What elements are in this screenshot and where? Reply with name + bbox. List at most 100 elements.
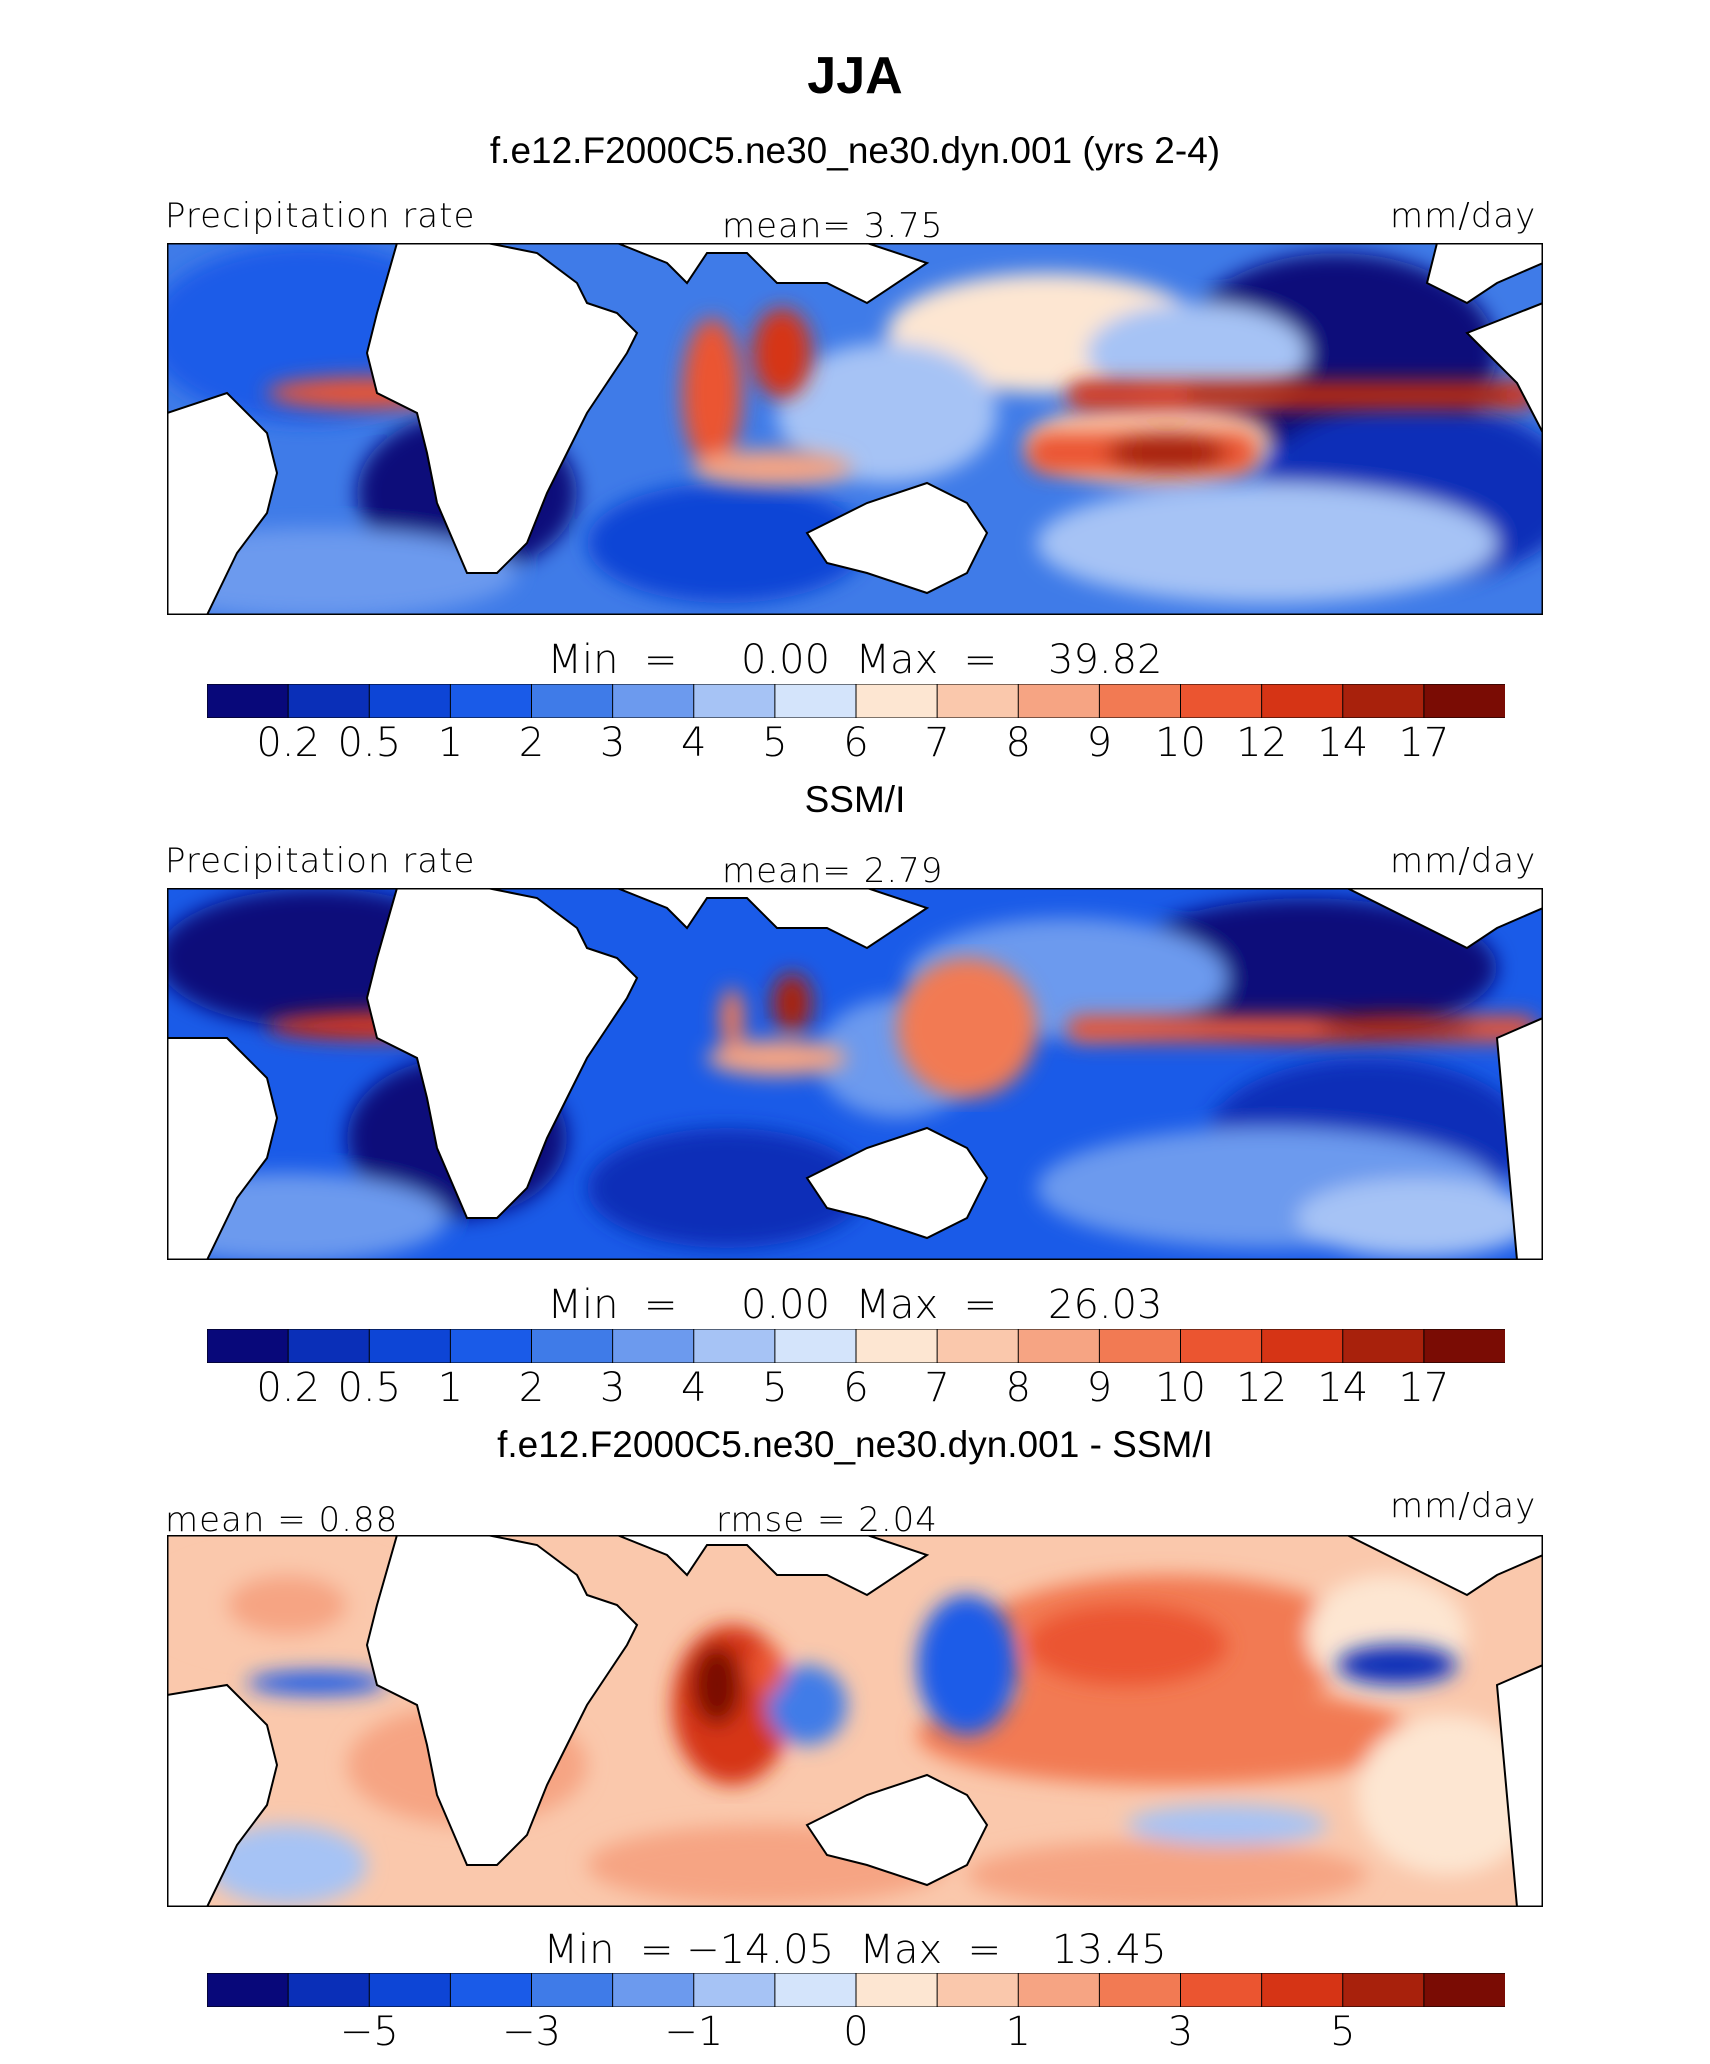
colorbar-swatch bbox=[774, 684, 858, 718]
colorbar-tick-label: 7 bbox=[924, 1365, 950, 1411]
colorbar-tick-label: 8 bbox=[1005, 720, 1031, 766]
page-title: JJA bbox=[807, 47, 903, 105]
colorbar-tick-label: 4 bbox=[681, 1365, 707, 1411]
panel-3-colorbar bbox=[207, 1973, 1505, 2007]
colorbar-tick-label: 3 bbox=[1167, 2009, 1194, 2055]
colorbar-swatch bbox=[936, 1329, 1020, 1363]
panel-1-map bbox=[167, 243, 1543, 615]
colorbar-tick-label: 0.5 bbox=[337, 1365, 402, 1411]
colorbar-swatch bbox=[449, 684, 533, 718]
colorbar-tick-label: 14 bbox=[1317, 1365, 1369, 1411]
panel-3-mean-label: mean = 0.88 bbox=[165, 1500, 399, 1540]
colorbar-tick-label: 10 bbox=[1155, 720, 1206, 766]
colorbar-tick-label: 7 bbox=[924, 720, 950, 766]
colorbar-tick-label: 8 bbox=[1005, 1365, 1031, 1411]
panel-3-map bbox=[167, 1535, 1543, 1907]
colorbar-swatch bbox=[1180, 1329, 1263, 1363]
colorbar-tick-label: 5 bbox=[762, 720, 788, 766]
colorbar-tick-label: −5 bbox=[339, 2009, 399, 2055]
colorbar-swatch bbox=[1261, 1973, 1344, 2007]
colorbar-tick-label: 17 bbox=[1398, 1365, 1450, 1411]
panel-1-colorbar bbox=[207, 684, 1505, 718]
colorbar-swatch bbox=[368, 1329, 452, 1363]
colorbar-tick-label: 9 bbox=[1086, 720, 1113, 766]
colorbar-swatch bbox=[449, 1329, 533, 1363]
colorbar-tick-label: 2 bbox=[518, 720, 545, 766]
colorbar-swatch bbox=[1180, 1973, 1263, 2007]
colorbar-swatch bbox=[368, 1973, 452, 2007]
colorbar-swatch bbox=[1342, 684, 1425, 718]
colorbar-swatch bbox=[1017, 1329, 1101, 1363]
panel-1-title: f.e12.F2000C5.ne30_ne30.dyn.001 (yrs 2-4… bbox=[489, 130, 1221, 171]
colorbar-swatch bbox=[855, 684, 939, 718]
colorbar-swatch bbox=[1017, 684, 1101, 718]
colorbar-swatch bbox=[368, 684, 452, 718]
colorbar-swatch bbox=[693, 1973, 776, 2007]
colorbar-tick-label: 10 bbox=[1155, 1365, 1206, 1411]
colorbar-swatch bbox=[287, 1329, 371, 1363]
colorbar-swatch bbox=[207, 1329, 290, 1363]
colorbar-tick-label: 5 bbox=[762, 1365, 788, 1411]
colorbar-tick-label: 1 bbox=[1005, 2009, 1031, 2055]
panel-2-map bbox=[167, 888, 1543, 1260]
colorbar-swatch bbox=[855, 1329, 939, 1363]
colorbar-tick-label: 1 bbox=[437, 1365, 464, 1411]
colorbar-swatch bbox=[207, 684, 290, 718]
colorbar-swatch bbox=[612, 1329, 695, 1363]
colorbar-tick-label: 17 bbox=[1398, 720, 1450, 766]
colorbar-tick-label: 0.2 bbox=[256, 720, 320, 766]
colorbar-swatch bbox=[1423, 1329, 1505, 1363]
colorbar-tick-label: 12 bbox=[1236, 1365, 1288, 1411]
colorbar-swatch bbox=[449, 1973, 533, 2007]
panel-2-mean-label: mean= 2.79 bbox=[722, 851, 944, 891]
colorbar-tick-label: 12 bbox=[1236, 720, 1288, 766]
colorbar-swatch bbox=[1098, 1973, 1182, 2007]
colorbar-swatch bbox=[1098, 1329, 1182, 1363]
panel-3-units-label: mm/day bbox=[1390, 1486, 1537, 1526]
colorbar-swatch bbox=[936, 1973, 1020, 2007]
panel-1-units-label: mm/day bbox=[1390, 196, 1537, 236]
colorbar-tick-label: 4 bbox=[681, 720, 707, 766]
panel-2-variable-label: Precipitation rate bbox=[165, 841, 476, 881]
colorbar-tick-label: 5 bbox=[1330, 2009, 1356, 2055]
colorbar-swatch bbox=[1180, 684, 1263, 718]
colorbar-tick-label: −1 bbox=[664, 2009, 724, 2055]
colorbar-swatch bbox=[855, 1973, 939, 2007]
colorbar-swatch bbox=[207, 1973, 290, 2007]
panel-1-mean-label: mean= 3.75 bbox=[722, 206, 944, 246]
colorbar-swatch bbox=[1098, 684, 1182, 718]
panel-2-units-label: mm/day bbox=[1390, 841, 1537, 881]
colorbar-swatch bbox=[693, 1329, 776, 1363]
colorbar-swatch bbox=[774, 1973, 858, 2007]
colorbar-swatch bbox=[531, 684, 614, 718]
colorbar-tick-label: 2 bbox=[518, 1365, 545, 1411]
colorbar-swatch bbox=[693, 684, 776, 718]
colorbar-swatch bbox=[612, 1973, 695, 2007]
colorbar-tick-label: −3 bbox=[502, 2009, 561, 2055]
colorbar-tick-label: 0.5 bbox=[337, 720, 402, 766]
colorbar-swatch bbox=[287, 684, 371, 718]
colorbar-swatch bbox=[531, 1329, 614, 1363]
panel-1-minmax: Min = 0.00 Max = 39.82 bbox=[547, 637, 1163, 683]
colorbar-swatch bbox=[612, 684, 695, 718]
colorbar-tick-label: 3 bbox=[599, 720, 626, 766]
colorbar-tick-label: 0 bbox=[843, 2009, 869, 2055]
colorbar-swatch bbox=[1423, 684, 1505, 718]
colorbar-tick-label: 6 bbox=[843, 720, 869, 766]
panel-3-minmax: Min = −14.05 Max = 13.45 bbox=[543, 1927, 1167, 1973]
panel-3-title: f.e12.F2000C5.ne30_ne30.dyn.001 - SSM/I bbox=[497, 1424, 1213, 1465]
colorbar-swatch bbox=[936, 684, 1020, 718]
colorbar-tick-label: 3 bbox=[599, 1365, 626, 1411]
panel-2-minmax: Min = 0.00 Max = 26.03 bbox=[547, 1282, 1163, 1328]
colorbar-tick-label: 14 bbox=[1317, 720, 1369, 766]
colorbar-tick-label: 9 bbox=[1086, 1365, 1113, 1411]
colorbar-swatch bbox=[1017, 1973, 1101, 2007]
colorbar-swatch bbox=[287, 1973, 371, 2007]
colorbar-swatch bbox=[1342, 1329, 1425, 1363]
colorbar-tick-label: 0.2 bbox=[256, 1365, 320, 1411]
colorbar-tick-label: 6 bbox=[843, 1365, 869, 1411]
colorbar-swatch bbox=[531, 1973, 614, 2007]
colorbar-swatch bbox=[774, 1329, 858, 1363]
colorbar-swatch bbox=[1261, 1329, 1344, 1363]
colorbar-swatch bbox=[1342, 1973, 1425, 2007]
